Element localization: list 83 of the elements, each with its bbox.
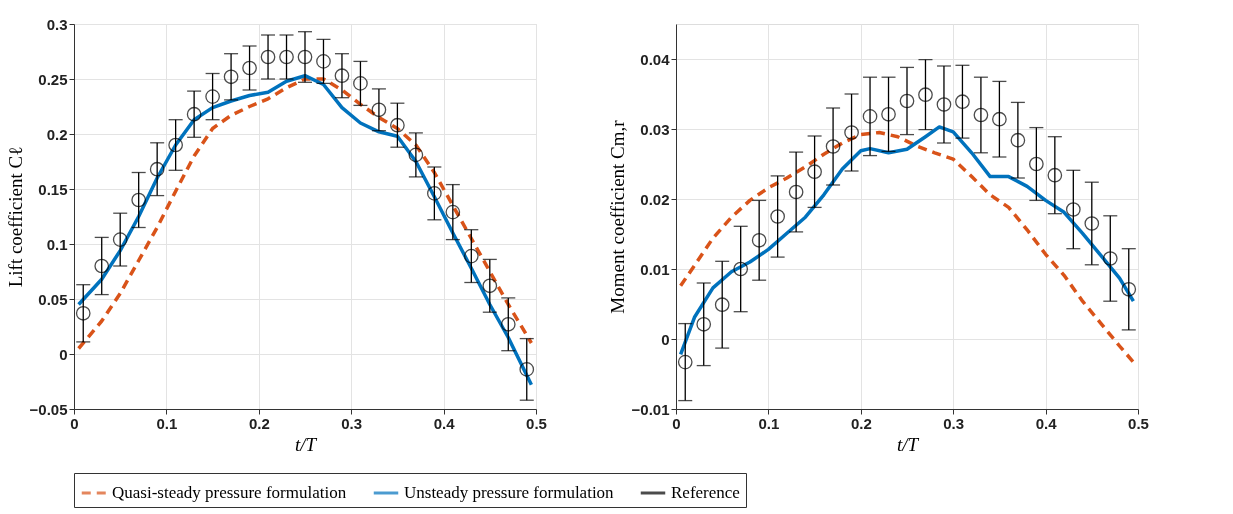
legend-label: Unsteady pressure formulation (404, 483, 615, 502)
point (1047, 167, 1063, 183)
point (445, 204, 461, 220)
y-tick-label: 0.02 (640, 190, 670, 208)
point (1102, 251, 1118, 266)
point (131, 192, 147, 208)
point (1065, 202, 1081, 217)
y-axis-title: Moment coefficient Cm,r (606, 119, 628, 314)
point (751, 232, 767, 248)
x-tick-label: 0.5 (526, 414, 547, 432)
point (973, 107, 989, 123)
point (371, 102, 387, 118)
y-axis-title: Lift coefficient Cℓ (4, 146, 26, 288)
y-tick-label: 0 (661, 330, 670, 348)
y-tick-label: 0.1 (46, 235, 68, 253)
y-tick-label: 0.2 (46, 125, 68, 143)
legend-label: Quasi-steady pressure formulation (112, 483, 347, 502)
point (186, 106, 202, 122)
x-tick-label: 0.3 (943, 414, 965, 432)
point (807, 164, 822, 180)
y-tick-label: 0.25 (38, 70, 68, 88)
x-tick-label: 0.1 (758, 414, 780, 432)
y-tick-label: −0.01 (631, 400, 670, 418)
point (260, 49, 276, 65)
y-tick-label: 0.15 (38, 180, 68, 198)
point (205, 89, 220, 104)
x-tick-label: 0.1 (156, 414, 178, 432)
point (677, 354, 693, 370)
x-tick-label: 0.3 (341, 414, 363, 432)
point (482, 278, 498, 294)
y-tick-label: 0.03 (640, 120, 670, 138)
y-tick-label: 0.3 (46, 15, 68, 33)
point (223, 69, 239, 85)
x-tick-label: 0 (672, 414, 681, 432)
point (696, 316, 712, 332)
point (936, 97, 952, 112)
point (519, 362, 535, 377)
point (862, 109, 878, 124)
point (770, 209, 785, 224)
point (112, 232, 128, 247)
point (279, 49, 294, 65)
point (918, 87, 933, 103)
point (408, 147, 424, 163)
point (899, 93, 915, 109)
point (1121, 281, 1137, 297)
point (500, 316, 516, 332)
x-axis-title: t/T (896, 433, 920, 455)
y-tick-label: 0.01 (640, 260, 670, 278)
y-tick-label: 0.04 (640, 50, 671, 68)
point (992, 111, 1007, 127)
point (168, 137, 183, 153)
point (427, 186, 442, 201)
point (316, 54, 331, 69)
point (733, 261, 749, 277)
y-tick-label: 0.05 (38, 290, 68, 308)
x-tick-label: 0 (70, 414, 79, 432)
point (1010, 132, 1026, 148)
point (94, 258, 110, 274)
point (149, 161, 165, 177)
x-tick-label: 0.4 (433, 414, 456, 432)
point (714, 297, 730, 313)
point (881, 106, 896, 122)
x-tick-label: 0.4 (1035, 414, 1058, 432)
point (75, 305, 91, 321)
point (297, 49, 313, 65)
point (844, 125, 859, 140)
point (825, 139, 841, 154)
x-tick-label: 0.5 (1128, 414, 1149, 432)
point (353, 76, 368, 91)
x-tick-label: 0.2 (850, 414, 872, 432)
y-tick-label: 0 (59, 345, 68, 363)
point (242, 60, 257, 76)
x-tick-label: 0.2 (248, 414, 270, 432)
point (1084, 216, 1100, 231)
point (955, 94, 970, 110)
point (788, 184, 804, 200)
point (390, 117, 405, 133)
x-axis-title: t/T (294, 433, 318, 455)
legend-label: Reference (671, 483, 740, 502)
point (1029, 156, 1044, 172)
y-tick-label: −0.05 (29, 400, 68, 418)
point (463, 248, 479, 264)
point (334, 68, 350, 84)
